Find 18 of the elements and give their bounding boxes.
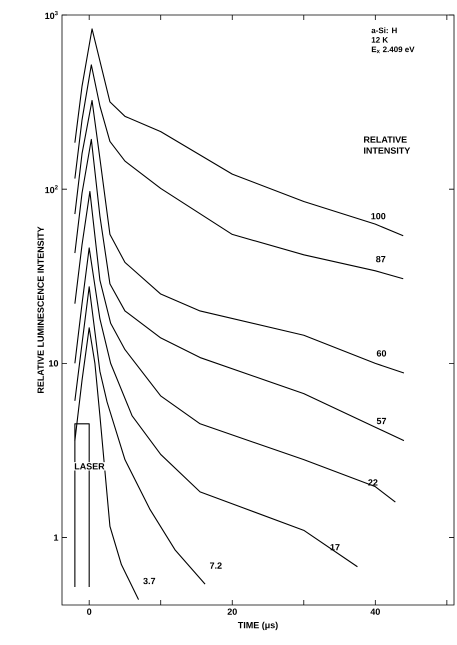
- annotation: LASER: [74, 463, 104, 470]
- y-tick-label: 1: [54, 534, 58, 541]
- series-label: 87: [376, 256, 386, 262]
- series-label: 60: [376, 350, 386, 357]
- series-label: 7.2: [210, 562, 222, 569]
- y-tick-label: 10$^{3}$: [45, 10, 58, 20]
- y-tick-label: 10$^{2}$: [45, 185, 58, 194]
- x-axis-title: TIME (μs): [238, 622, 278, 630]
- series-label: 57: [376, 418, 386, 424]
- series-label: 3.7: [143, 578, 156, 584]
- series-label: 17: [330, 544, 340, 550]
- legend-title: RELATIVE INTENSITY: [364, 136, 410, 154]
- series-label: 100: [371, 212, 386, 220]
- x-tick-label: 20: [228, 608, 237, 615]
- y-axis-title: RELATIVE LUMINESCENCE INTENSITY: [37, 226, 44, 394]
- x-tick-label: 0: [87, 608, 92, 615]
- y-tick-label: 10: [49, 360, 58, 367]
- x-tick-label: 40: [370, 608, 380, 615]
